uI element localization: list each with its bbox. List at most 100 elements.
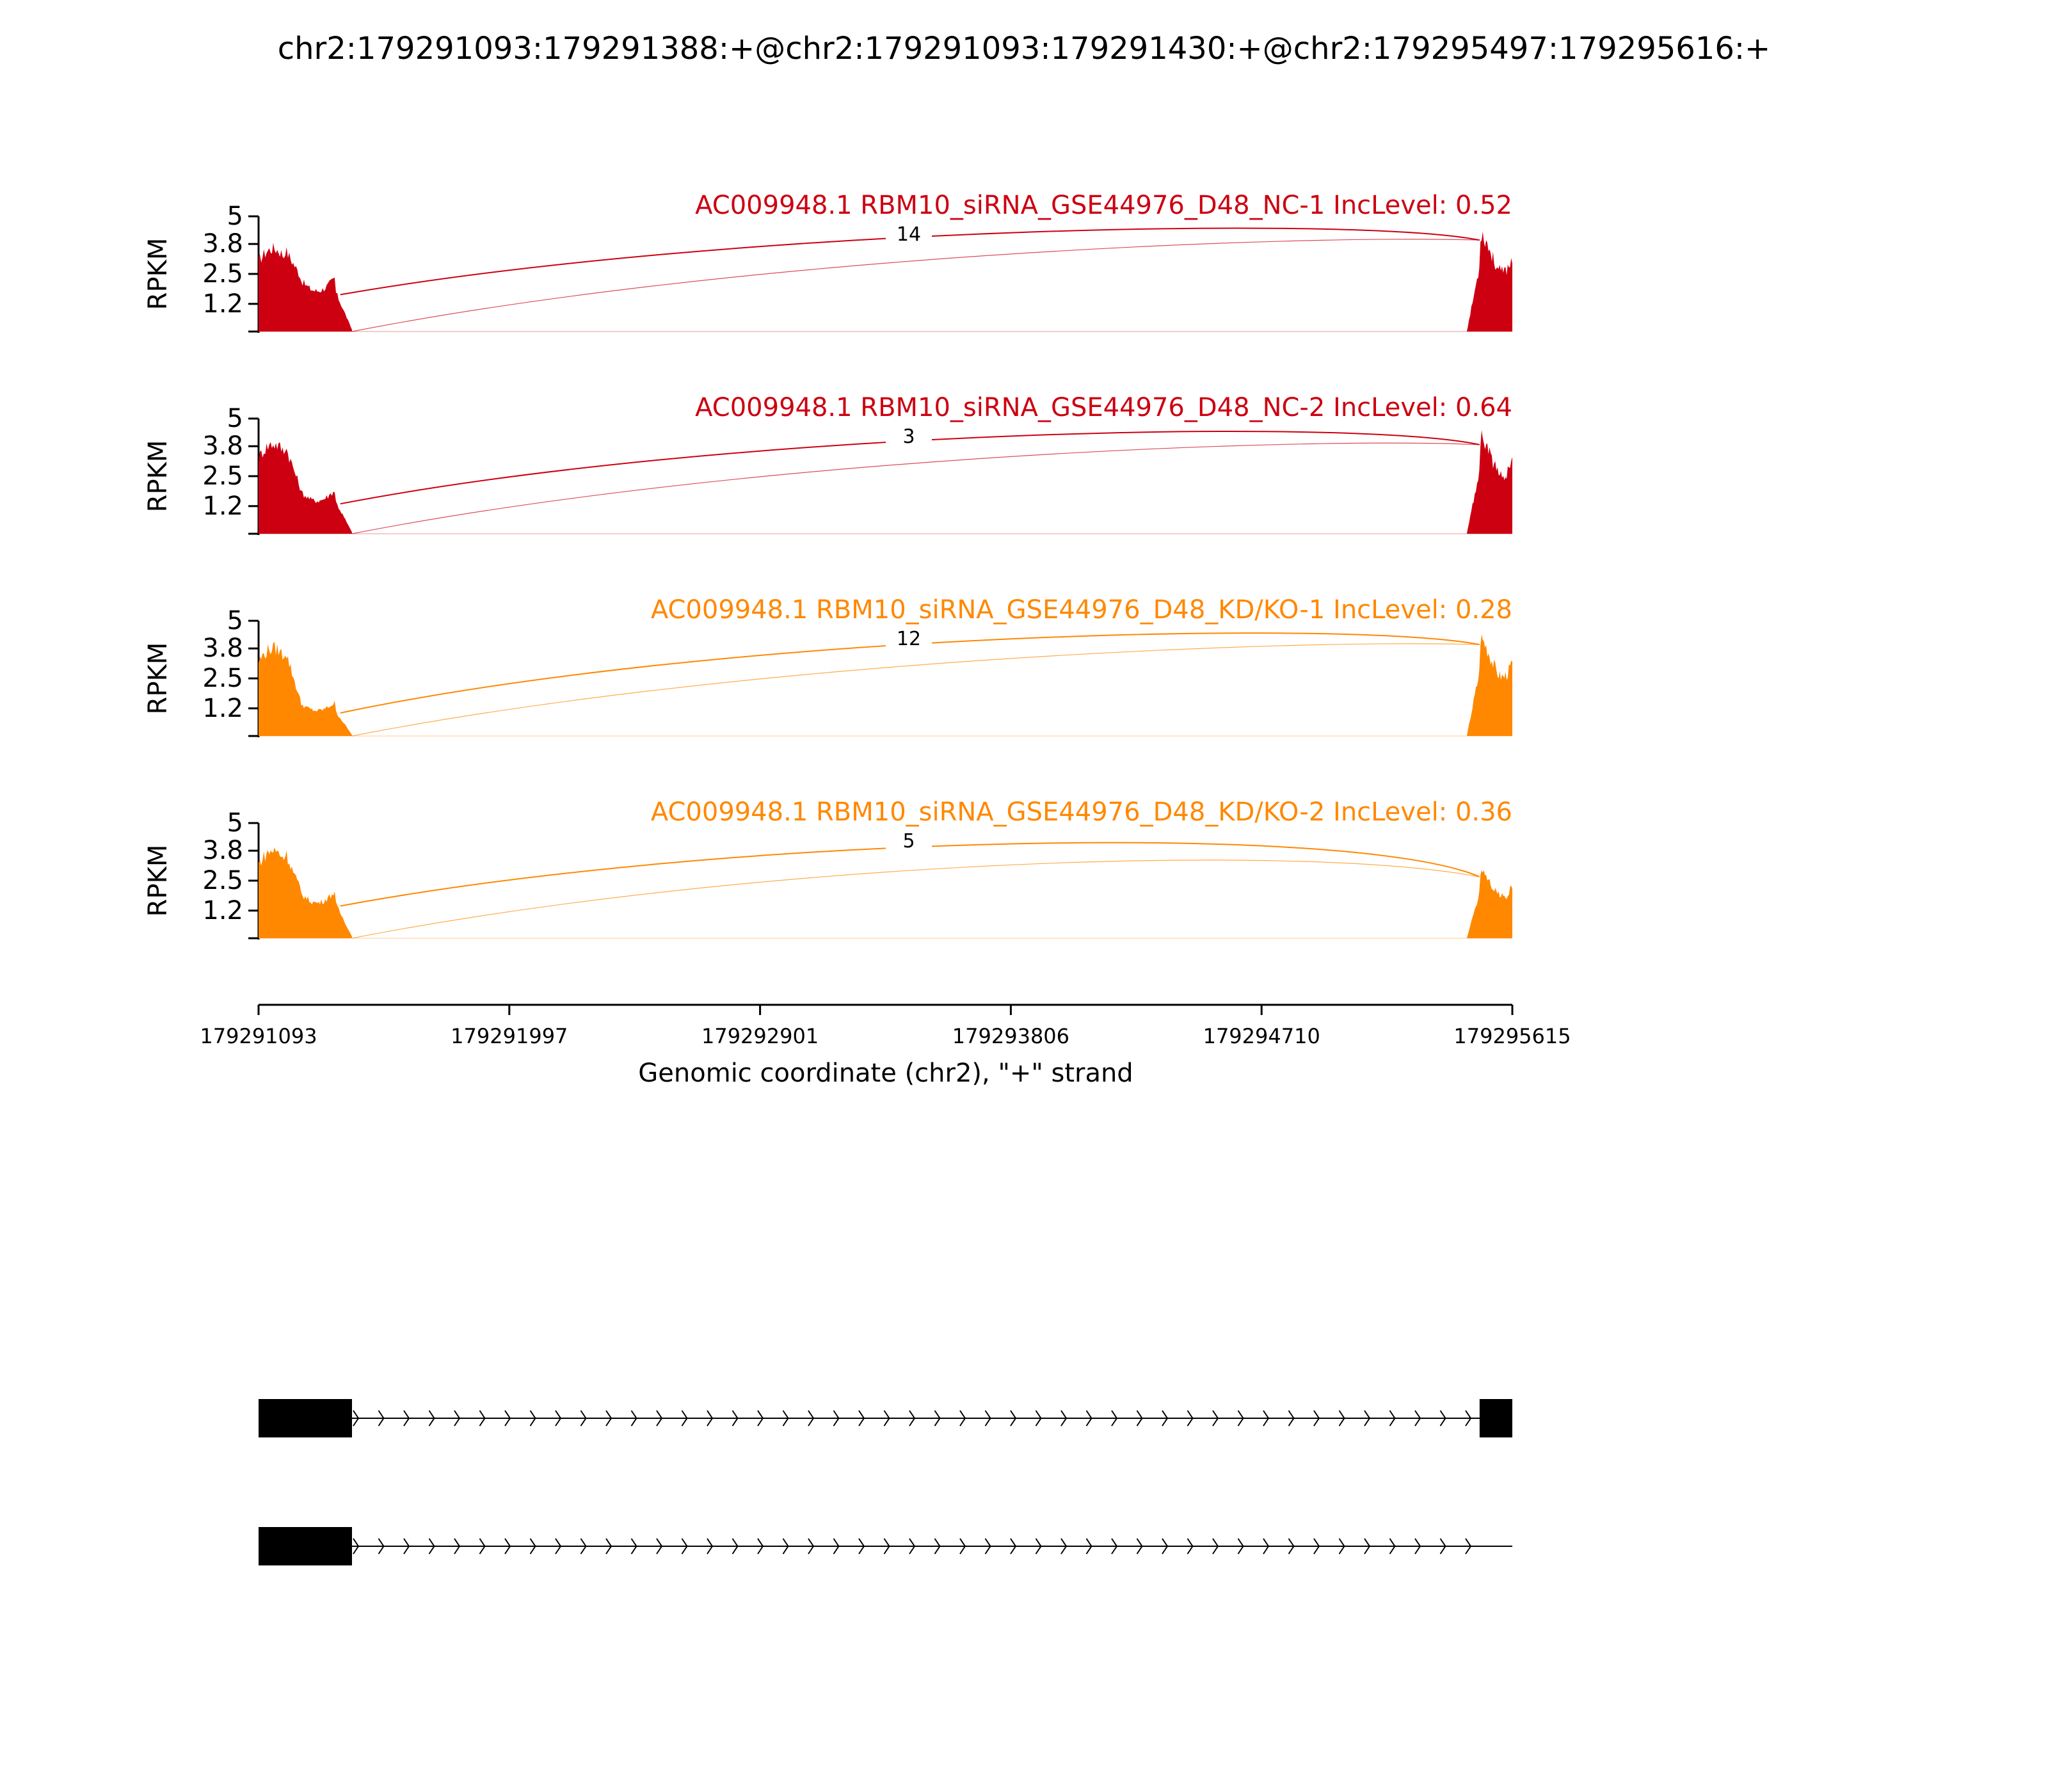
strand-arrow [833, 1538, 840, 1555]
strand-arrow [833, 1410, 840, 1427]
junction-label-bg [886, 628, 932, 652]
strand-arrow [1338, 1410, 1345, 1427]
junction-count-label: 3 [902, 426, 915, 448]
junction-label-bg [886, 224, 932, 247]
y-tick-label: 2.5 [202, 461, 243, 491]
x-tick-label: 179291997 [451, 1024, 568, 1048]
strand-arrow [1187, 1410, 1194, 1427]
strand-arrow [883, 1538, 890, 1555]
strand-arrow [1439, 1410, 1446, 1427]
strand-arrow [732, 1538, 739, 1555]
y-axis-label: RPKM [143, 643, 173, 715]
junction-arc [340, 632, 1480, 714]
strand-arrow [1136, 1410, 1143, 1427]
strand-arrow [555, 1538, 562, 1555]
x-tick-label: 179292901 [701, 1024, 819, 1048]
strand-arrow [808, 1410, 815, 1427]
strand-arrow [681, 1538, 688, 1555]
junction-arc [351, 643, 1480, 737]
strand-arrow [656, 1410, 663, 1427]
strand-arrow [529, 1538, 536, 1555]
y-tick-label: 1.2 [202, 694, 243, 723]
strand-arrow [909, 1538, 916, 1555]
strand-arrow [1085, 1410, 1092, 1427]
strand-arrow [454, 1410, 461, 1427]
strand-arrow [1111, 1538, 1118, 1555]
junction-arc [340, 227, 1480, 296]
strand-arrow [605, 1538, 612, 1555]
strand-arrow [757, 1410, 764, 1427]
strand-arrow [1035, 1538, 1042, 1555]
strand-arrow [1389, 1410, 1396, 1427]
strand-arrow [1338, 1538, 1345, 1555]
strand-arrow [1313, 1410, 1320, 1427]
figure-title: chr2:179291093:179291388:+@chr2:17929109… [278, 31, 1771, 67]
y-axis-label: RPKM [143, 238, 173, 310]
strand-arrow [454, 1538, 461, 1555]
exon-block [259, 1399, 352, 1437]
strand-arrow [1212, 1410, 1219, 1427]
strand-arrow [1010, 1538, 1017, 1555]
strand-arrow [529, 1410, 536, 1427]
y-tick-label: 2.5 [202, 664, 243, 693]
strand-arrow [808, 1538, 815, 1555]
exon1-coverage-area [259, 442, 352, 534]
strand-arrow [959, 1538, 966, 1555]
strand-arrow [1035, 1410, 1042, 1427]
strand-arrow [1263, 1410, 1270, 1427]
strand-arrow [1465, 1410, 1472, 1427]
strand-arrow [1288, 1538, 1295, 1555]
strand-arrow [555, 1410, 562, 1427]
strand-arrow [353, 1538, 360, 1555]
y-tick-label: 3.8 [202, 229, 243, 259]
exon-block [1479, 1399, 1512, 1437]
junction-count-label: 5 [902, 830, 915, 852]
exon-block [259, 1527, 352, 1565]
strand-arrow [1237, 1410, 1244, 1427]
strand-arrow [782, 1410, 789, 1427]
junction-arc [340, 431, 1480, 505]
strand-arrow [630, 1538, 637, 1555]
x-tick-label: 179294710 [1203, 1024, 1320, 1048]
exon2-coverage-area [1466, 429, 1512, 534]
junction-arc [351, 860, 1480, 939]
strand-arrow [630, 1410, 637, 1427]
junction-count-label: 12 [897, 628, 921, 650]
y-axis-label: RPKM [143, 440, 173, 513]
strand-arrow [1060, 1410, 1068, 1427]
strand-arrow [707, 1538, 714, 1555]
sample-label: AC009948.1 RBM10_siRNA_GSE44976_D48_NC-2… [695, 393, 1512, 422]
junction-arc [351, 239, 1480, 332]
strand-arrow [1364, 1410, 1371, 1427]
strand-arrow [378, 1410, 385, 1427]
isoform-model [259, 1399, 1512, 1437]
junction-label-bg [886, 831, 932, 854]
strand-arrow [757, 1538, 764, 1555]
x-tick-label: 179295615 [1453, 1024, 1571, 1048]
strand-arrow [934, 1538, 941, 1555]
strand-arrow [984, 1410, 991, 1427]
strand-arrow [883, 1410, 890, 1427]
x-tick-label: 179293806 [952, 1024, 1069, 1048]
strand-arrow [504, 1538, 511, 1555]
strand-arrow [1414, 1410, 1421, 1427]
strand-arrow [504, 1410, 511, 1427]
strand-arrow [1364, 1538, 1371, 1555]
strand-arrow [1136, 1538, 1143, 1555]
strand-arrow [1389, 1538, 1396, 1555]
x-axis: 179291093 179291997 179292901 179293806 1792… [200, 1004, 1571, 1048]
y-tick-label: 3.8 [202, 836, 243, 865]
strand-arrow [858, 1538, 865, 1555]
x-axis-label: Genomic coordinate (chr2), "+" strand [638, 1059, 1133, 1088]
strand-arrow [1263, 1538, 1270, 1555]
strand-arrow [479, 1538, 486, 1555]
y-tick-label: 2.5 [202, 866, 243, 895]
y-tick-label: 1.2 [202, 896, 243, 925]
strand-arrow [580, 1538, 587, 1555]
y-tick-label: 5 [227, 808, 243, 838]
strand-arrow [428, 1538, 435, 1555]
sample-label: AC009948.1 RBM10_siRNA_GSE44976_D48_NC-1… [695, 191, 1512, 220]
junction-arc [351, 442, 1480, 534]
strand-arrow [681, 1410, 688, 1427]
